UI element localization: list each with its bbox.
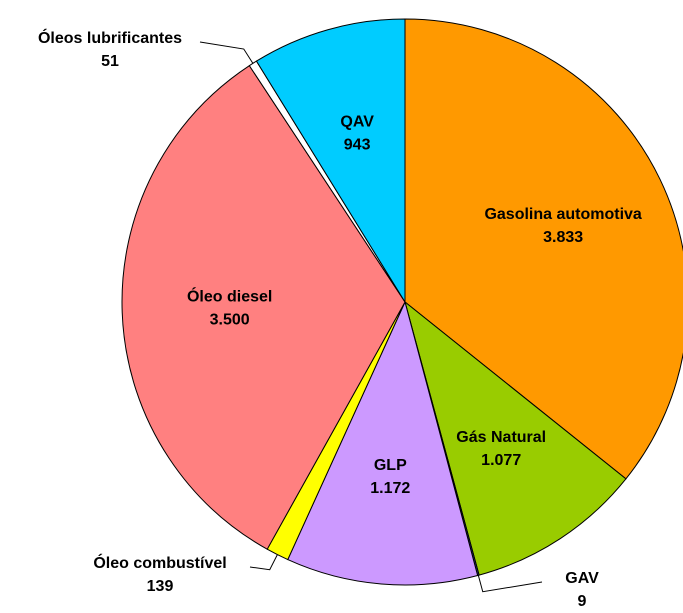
slice-label: GAV: [565, 570, 599, 587]
value-label: 3.833: [543, 229, 583, 246]
pie-slice: [287, 300, 479, 586]
pie-slice: [404, 300, 627, 576]
pie-slice: [255, 18, 406, 304]
leader-line: [249, 554, 278, 571]
slice-label: Gás Natural: [456, 429, 546, 446]
value-label: 1.172: [370, 480, 410, 497]
value-label: 139: [147, 578, 174, 595]
value-label: 3.500: [210, 312, 250, 329]
slice-label: Óleo diesel: [187, 287, 272, 306]
slice-label: QAV: [340, 113, 374, 130]
slice-label: Gasolina automotiva: [484, 206, 641, 223]
pie-slice: [404, 18, 683, 480]
value-label: 9: [578, 593, 587, 610]
value-label: 943: [344, 136, 371, 153]
value-label: 1.077: [481, 452, 521, 469]
value-label: 51: [101, 53, 119, 70]
leader-line: [477, 575, 543, 593]
slice-label: GLP: [374, 457, 407, 474]
pie-slice: [121, 64, 406, 550]
slice-label: Óleos lubrificantes: [38, 28, 182, 47]
leader-line: [199, 41, 254, 64]
slice-label: Óleo combustível: [93, 553, 226, 572]
